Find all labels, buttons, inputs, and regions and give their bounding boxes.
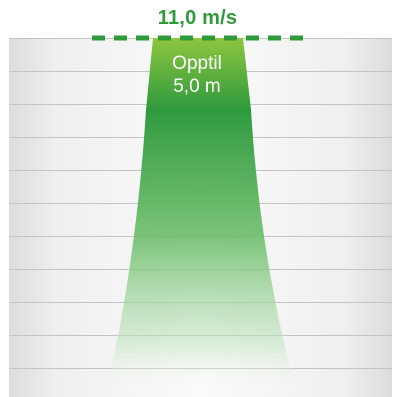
beam-shape — [105, 38, 298, 397]
speed-label: 11,0 m/s — [157, 7, 238, 29]
range-label-line1: Opptil — [172, 53, 222, 74]
range-label-line2: 5,0 m — [173, 76, 221, 97]
range-label: Opptil 5,0 m — [147, 52, 247, 98]
